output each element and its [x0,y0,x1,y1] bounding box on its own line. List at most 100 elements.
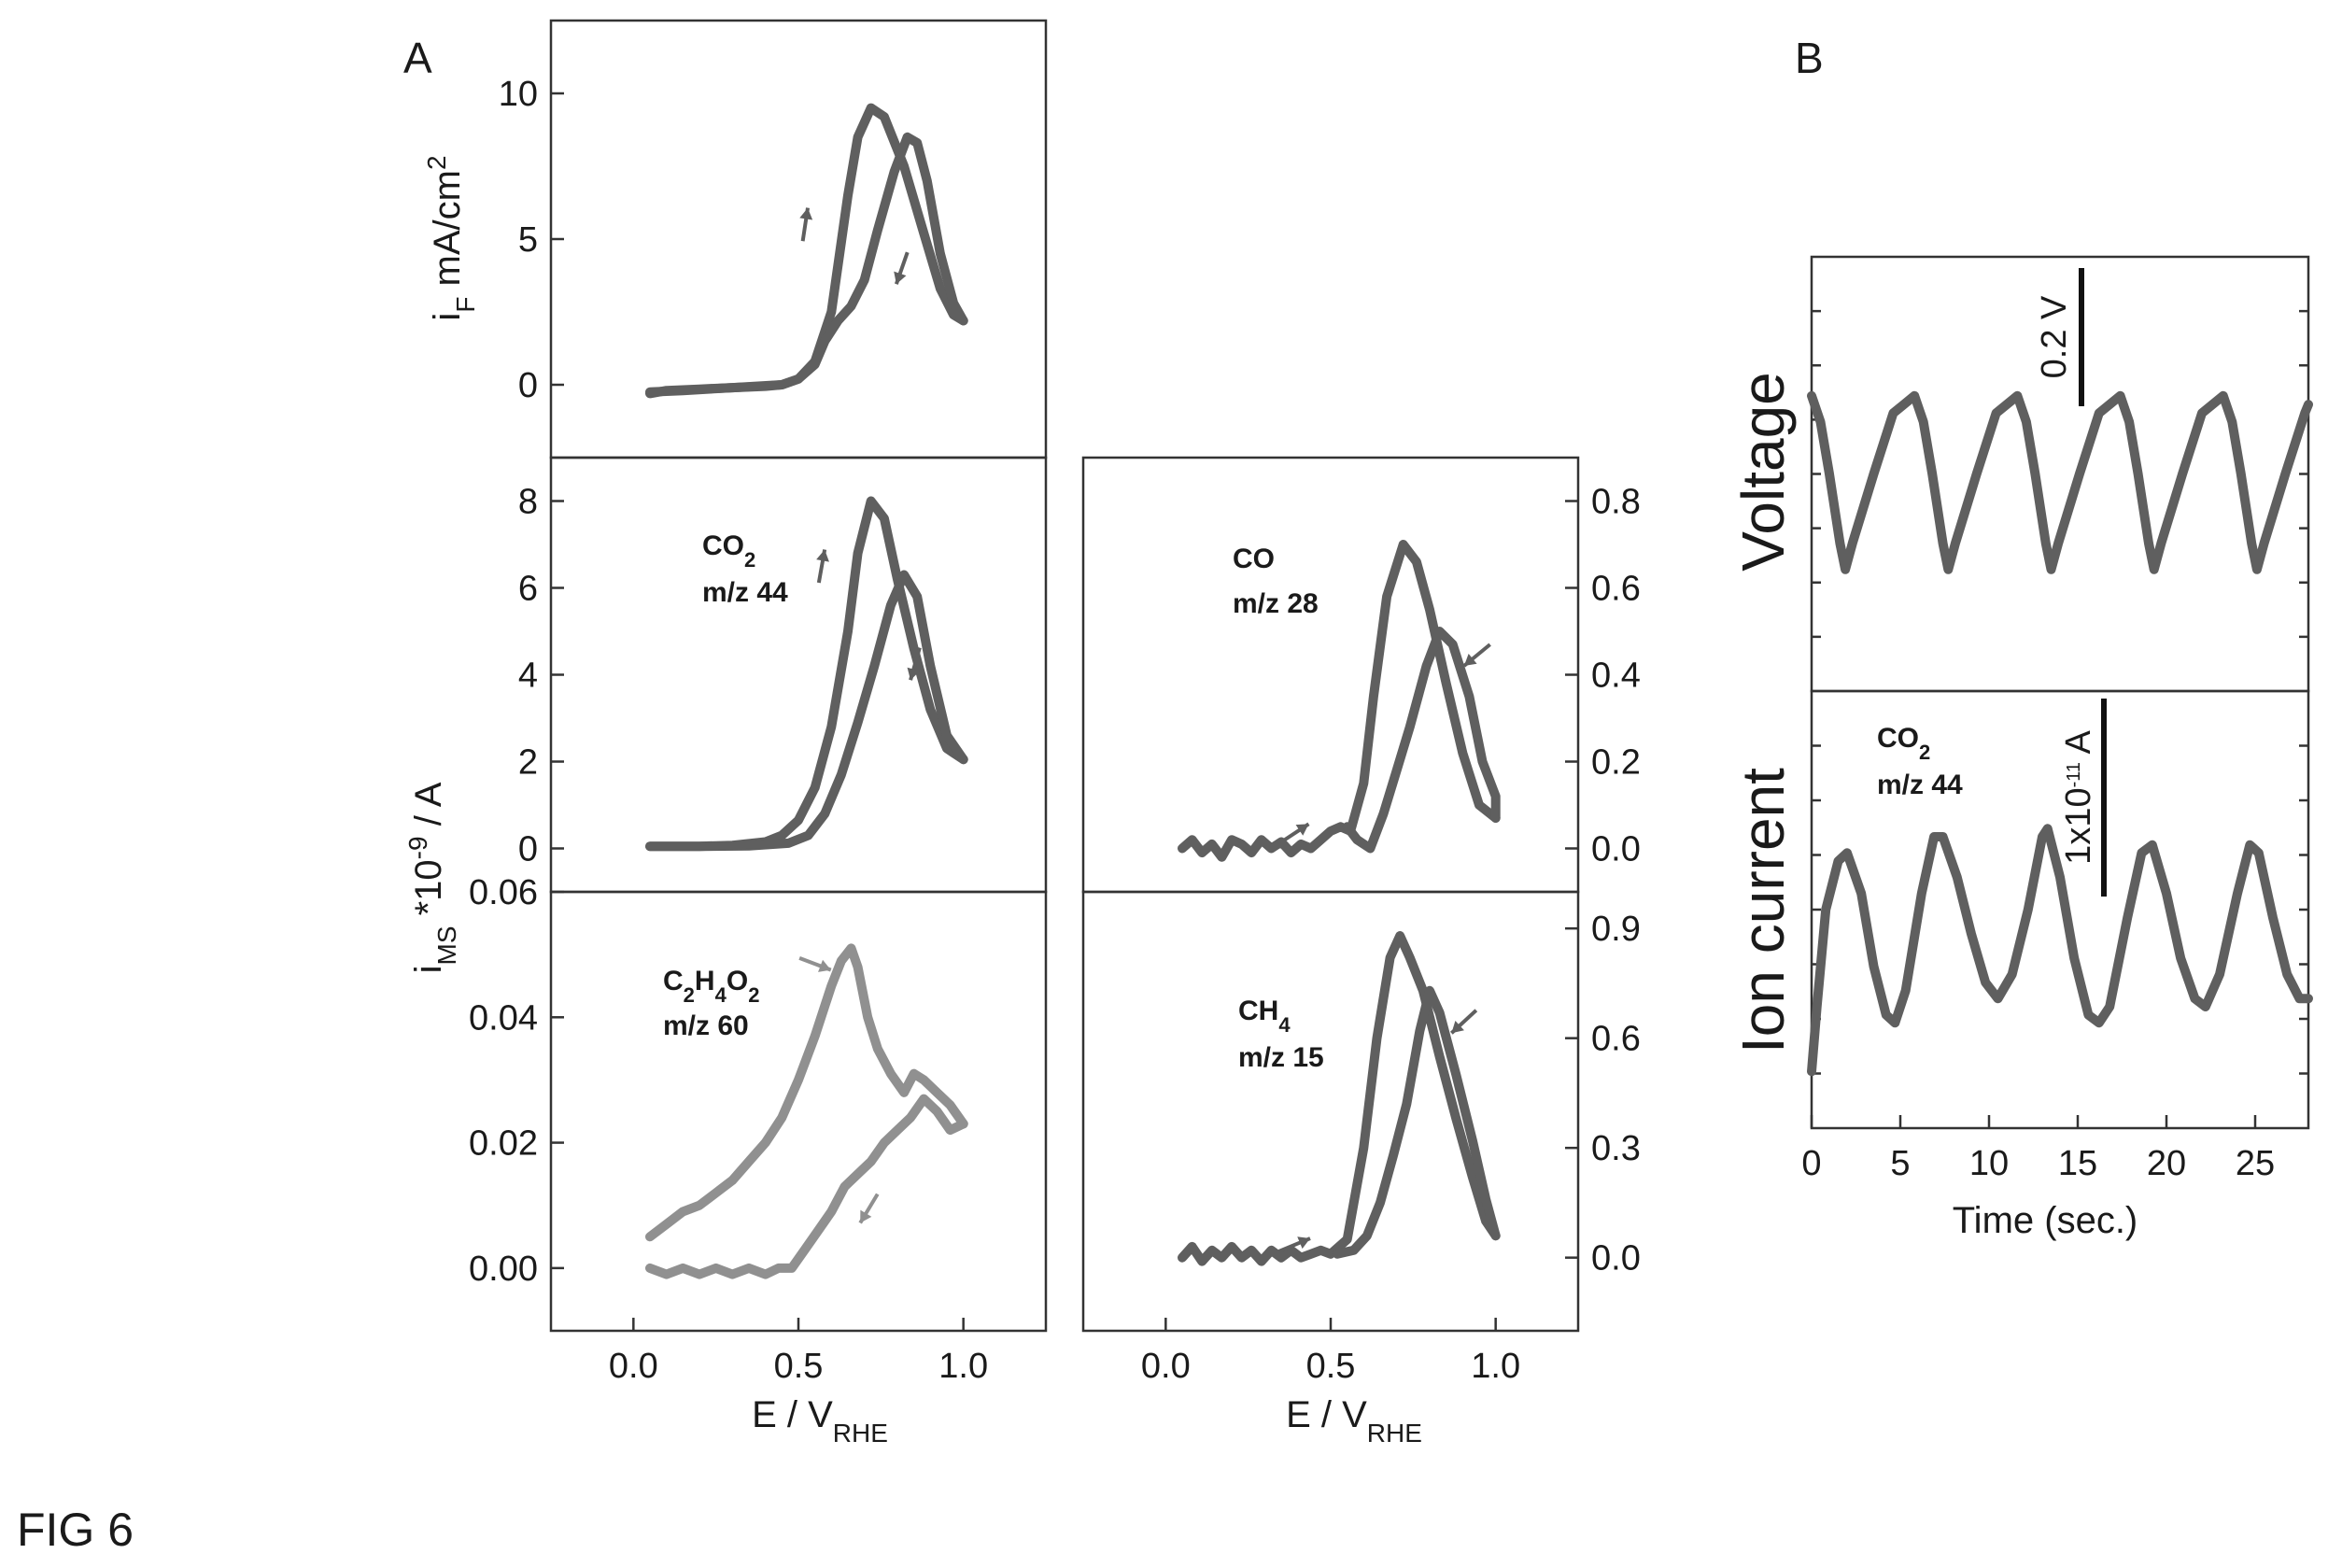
faradaic-y-label-sup: 2 [422,155,451,170]
co-curves [1178,540,1501,862]
ch4-annotation-species: CH4 [1238,996,1291,1037]
voltage-curve [1807,390,2313,574]
ion-scalebar-sup: -11 [2064,762,2084,787]
ch4-ms-panel: 0.0 0.3 0.6 0.9 0.0 0.5 1.0 CH4 m/z 15 E / VR… [1081,890,1641,1448]
faradaic-frame [549,19,1048,459]
c2h4o2-curves [645,943,968,1279]
co_m28-series-0 [1178,540,1501,862]
faradaic-y-label: iF mA/cm2 [422,155,480,320]
ion-current-curve [1807,824,2313,1077]
ch4-species-main: CH [1238,996,1278,1026]
c2h4o2-y-ticks: 0.00 0.02 0.04 0.06 [469,873,564,1289]
ch4-species-sub: 4 [1278,1013,1291,1037]
co2-y-ticks: 0 2 4 6 8 [518,483,564,869]
c2h4o2-p3: O [727,966,748,996]
c2h4o2-s1: 2 [684,983,695,1007]
ms-y-label-sub: MS [432,926,461,966]
time-xtick-label: 15 [2058,1144,2097,1183]
ch4_m15-ytick-label: 0.9 [1591,910,1641,949]
faradaic-scan-arrowhead-1 [894,271,907,285]
time-xtick-label: 25 [2236,1144,2275,1183]
c2h4o2_m60-series-1 [645,1094,968,1279]
c2h4o2-s3: 2 [748,983,759,1007]
left-x-ticks: 0.0 0.5 1.0 [609,1318,988,1386]
time-xtick-label: 5 [1890,1144,1910,1183]
faradaic-curves [645,103,968,399]
ion-species-sub: 2 [1919,741,1930,764]
co_m28-series-1 [1342,627,1501,854]
ch4-curves [1178,931,1501,1266]
ch4_m15-xtick-label: 0.0 [1141,1347,1191,1386]
ch4_m15-scan-arrowhead-0 [1297,1236,1311,1250]
ion-current-panel: 0 5 10 15 20 25 1x10-11 A CO2 m/z 44 Ion curr… [1729,689,2313,1241]
c2h4o2_m60-xtick-label: 0.5 [774,1347,824,1386]
co2_m44-ytick-label: 4 [518,657,538,696]
c2h4o2-p1: C [663,966,684,996]
co2-frame [549,456,1048,894]
ch4_m15-ytick-label: 0.3 [1591,1129,1641,1168]
ion-species-main: CO [1877,723,1919,754]
voltage_time-series-0 [1807,390,2313,574]
ch4-annotation-mz: m/z 15 [1238,1042,1324,1073]
co_m28-ytick-label: 0.8 [1591,483,1641,522]
ch4_m15-xtick-label: 1.0 [1471,1347,1520,1386]
voltage-y-label: Voltage [1729,372,1797,572]
time-xtick-label: 10 [1969,1144,2009,1183]
ch4_m15-series-0 [1178,931,1501,1266]
co_m28-scan-arrowhead-1 [1463,653,1477,667]
c2h4o2_m60-ytick-label: 0.02 [469,1124,538,1164]
c2h4o2_m60-xtick-label: 0.0 [609,1347,658,1386]
right-x-label-sub: RHE [1367,1419,1422,1448]
c2h4o2_m60-scan-arrowhead-1 [860,1209,872,1223]
time-xtick-label: 20 [2147,1144,2186,1183]
ch4-y-ticks: 0.0 0.3 0.6 0.9 [1565,910,1641,1278]
co_m28-ytick-label: 0.2 [1591,743,1641,783]
co2_m44-ytick-label: 0 [518,830,538,869]
c2h4o2-annotation-species: C2H4O2 [663,966,759,1007]
right-x-label-main: E / V [1286,1394,1367,1435]
figure-label: FIG 6 [17,1504,134,1556]
ch4_m15-scan-arrowhead-1 [1451,1020,1464,1034]
left-x-label-sub: RHE [833,1419,888,1448]
faradaic-scan-arrowhead-0 [799,207,813,220]
co-annotation-species: CO [1233,544,1275,574]
c2h4o2-p2: H [695,966,715,996]
faradaic-y-ticks: 0 5 10 [499,75,564,405]
voltage-panel: 0.2 V Voltage [1729,255,2313,693]
ion_current_time-series-0 [1807,824,2313,1077]
faradaic-ytick-label: 5 [518,220,538,260]
co-annotation-mz: m/z 28 [1233,588,1319,619]
ch4_m15-series-1 [1333,985,1501,1259]
ms-y-label: iMS *10-9 / A [403,782,461,973]
co2-annotation-mz: m/z 44 [702,577,788,608]
co-ms-panel: 0.0 0.2 0.4 0.6 0.8 CO m/z 28 [1081,456,1641,894]
ion-current-y-label: Ion current [1729,768,1797,1053]
faradaic-y-label-b: mA/cm [427,170,468,297]
ms-y-label-sup: -9 [403,836,432,859]
c2h4o2_m60-ytick-label: 0.04 [469,998,538,1038]
voltage-scalebar-label: 0.2 V [2035,295,2074,378]
c2h4o2_m60-xtick-label: 1.0 [938,1347,988,1386]
c2h4o2-annotation-mz: m/z 60 [663,1010,749,1041]
time-x-ticks: 0 5 10 15 20 25 [1801,1115,2275,1183]
co_m28-scan-arrowhead-0 [1295,824,1309,836]
c2h4o2-s2: 4 [715,983,727,1007]
left-x-label: E / VRHE [752,1394,888,1448]
co_m28-ytick-label: 0.0 [1591,830,1641,869]
co2_m44-scan-arrowhead-0 [816,549,829,562]
c2h4o2_m60-scan-arrowhead-0 [818,959,831,972]
c2h4o2_m60-ytick-label: 0.06 [469,873,538,912]
co_m28-ytick-label: 0.6 [1591,570,1641,609]
ion-scalebar-b: A [2059,730,2098,762]
co2_m44-ytick-label: 2 [518,743,538,783]
co_m28-ytick-label: 0.4 [1591,657,1641,696]
ch4_m15-xtick-label: 0.5 [1306,1347,1356,1386]
ion-annotation-mz: m/z 44 [1877,770,1963,800]
co2-species-main: CO [702,530,744,561]
c2h4o2_m60-ytick-label: 0.00 [469,1250,538,1289]
co2-annotation-species: CO2 [702,530,755,572]
right-x-label: E / VRHE [1286,1394,1422,1448]
c2h4o2-ms-panel: 0.000.020.040.06 0.0 0.5 1.0 C2H4O2 m/z 60… [469,873,1048,1448]
